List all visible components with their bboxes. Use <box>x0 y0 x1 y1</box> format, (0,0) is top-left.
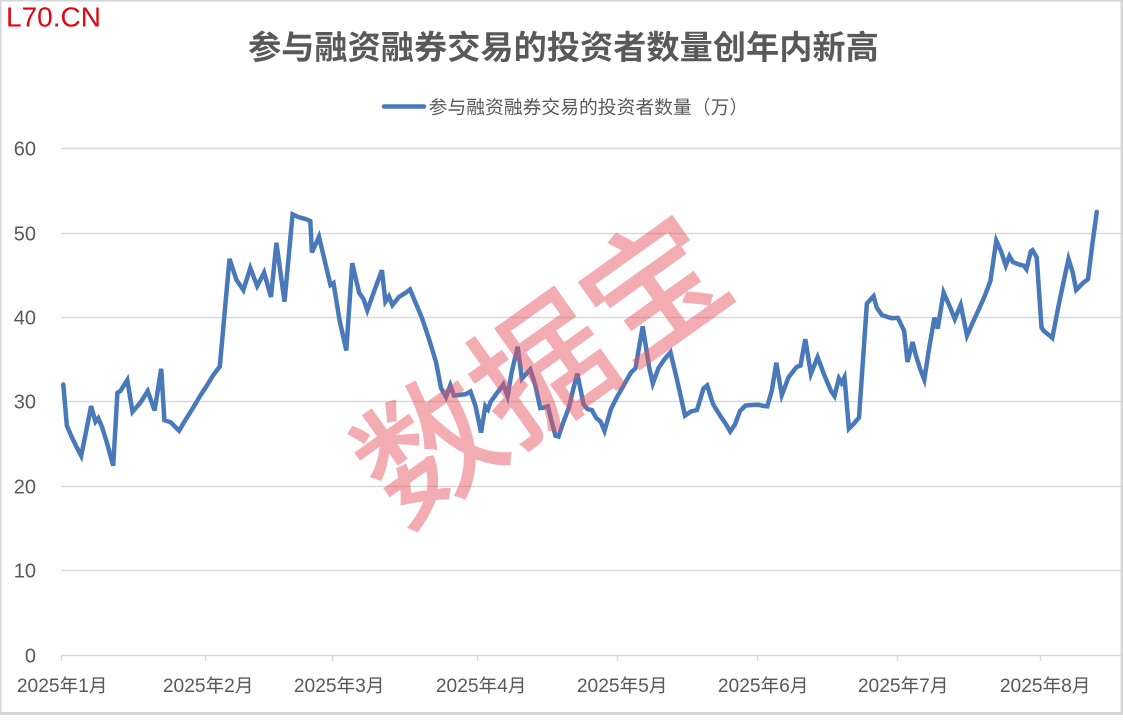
svg-text:8: 8 <box>1061 676 1072 697</box>
svg-text:5: 5 <box>638 676 649 697</box>
svg-text:7: 7 <box>919 676 930 697</box>
svg-text:60: 60 <box>14 138 36 160</box>
svg-text:2025: 2025 <box>17 676 60 697</box>
svg-text:2025: 2025 <box>436 676 479 697</box>
svg-text:2025: 2025 <box>163 676 206 697</box>
svg-text:2025: 2025 <box>718 676 761 697</box>
svg-text:1: 1 <box>78 676 89 697</box>
svg-text:10: 10 <box>14 560 36 582</box>
svg-text:L70.CN: L70.CN <box>6 1 101 32</box>
svg-text:2025: 2025 <box>577 676 620 697</box>
svg-text:2: 2 <box>224 676 235 697</box>
svg-text:50: 50 <box>14 223 36 245</box>
svg-text:6: 6 <box>779 676 790 697</box>
svg-text:2025: 2025 <box>858 676 901 697</box>
svg-text:0: 0 <box>25 645 36 667</box>
svg-text:3: 3 <box>355 676 366 697</box>
svg-text:2025: 2025 <box>1000 676 1043 697</box>
svg-text:4: 4 <box>497 676 508 697</box>
svg-text:40: 40 <box>14 307 36 329</box>
svg-text:30: 30 <box>14 391 36 413</box>
svg-text:20: 20 <box>14 476 36 498</box>
svg-text:2025: 2025 <box>294 676 337 697</box>
